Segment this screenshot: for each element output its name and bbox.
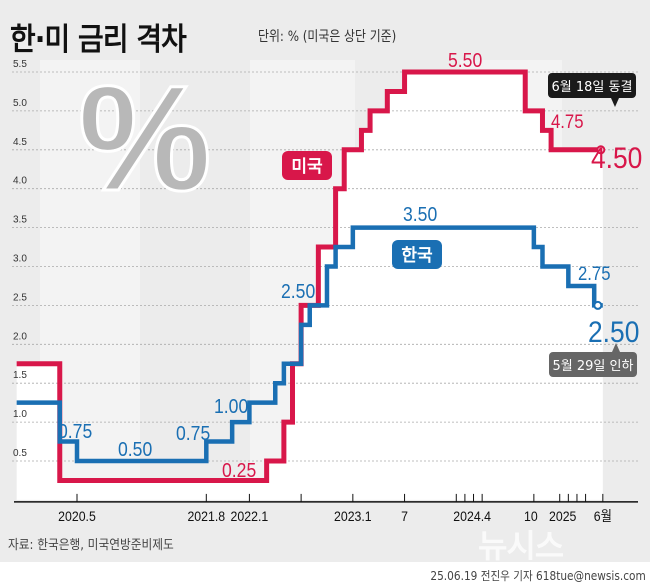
y-tick-label: 1.5 [13, 370, 27, 381]
x-tick-label: 10 [524, 508, 538, 524]
us-annotation-text: 6월 18일 동결 [552, 80, 633, 95]
y-tick-label: 5.0 [13, 98, 27, 109]
y-tick-label: 3.5 [13, 215, 27, 226]
unit-note: 단위: % (미국은 상단 기준) [258, 29, 397, 45]
x-tick-label: 2021.8 [187, 508, 225, 524]
kr-label-0.50: 0.50 [118, 438, 152, 460]
x-tick-label: 2022.1 [231, 508, 269, 524]
source-note: 자료: 한국은행, 미국연방준비제도 [8, 538, 174, 553]
us-tag-label: 미국 [291, 157, 323, 177]
x-tick-label: 2023.1 [334, 508, 372, 524]
korea-end-marker [593, 300, 603, 310]
y-tick-label: 1.0 [13, 409, 27, 420]
us-label-4.50: 4.50 [591, 140, 642, 174]
kr-annotation-box [549, 352, 637, 377]
kr-label-1.00: 1.00 [214, 395, 248, 417]
kr-annotation-pointer [612, 343, 620, 352]
chart-title: 한·미 금리 격차 [10, 22, 187, 58]
y-tick-label: 5.5 [13, 59, 27, 70]
y-tick-label: 3.0 [13, 254, 27, 265]
y-tick-label: 4.0 [13, 176, 27, 187]
us-label-0.25: 0.25 [222, 459, 256, 481]
korea-tag-label: 한국 [401, 246, 433, 266]
percent-icon: % [78, 54, 211, 222]
us-label-4.75: 4.75 [551, 111, 584, 132]
us-label-5.50: 5.50 [448, 49, 482, 71]
kr-label-3.50: 3.50 [403, 203, 437, 225]
y-tick-label: 2.0 [13, 331, 27, 342]
x-tick-label: 2024.4 [453, 508, 491, 524]
kr-label-2.75: 2.75 [578, 263, 611, 284]
y-tick-label: 0.5 [13, 448, 27, 459]
us-rate-line [16, 69, 603, 483]
x-tick-label: 2025 [549, 508, 576, 524]
korea-tag [392, 240, 442, 269]
korea-rate-line [16, 225, 603, 464]
credit-line: 25.06.19 전진우 기자 618tue@newsis.com [430, 569, 646, 583]
newsis-logo: 뉴시스 [478, 530, 564, 562]
x-tick-label: 6월 [594, 508, 612, 524]
kr-label-2.50: 2.50 [281, 280, 315, 302]
chart: 0.5 1.0 1.5 2.0 2.5 3.0 3.5 4.0 4.5 5.0 5.5 % 2020.5… [12, 49, 642, 524]
kr-label-0.75: 0.75 [58, 420, 92, 442]
us-annotation-box [548, 73, 636, 98]
kr-annotation-text: 5월 29일 인하 [553, 359, 634, 374]
kr-label-2.50-end: 2.50 [588, 314, 639, 348]
us-area-fill [16, 72, 603, 500]
x-tick-label: 2020.5 [58, 508, 96, 524]
kr-label-0.75b: 0.75 [176, 422, 210, 444]
y-tick-label: 2.5 [13, 292, 27, 303]
us-tag [282, 151, 332, 180]
us-end-marker [596, 145, 606, 155]
x-tick-label: 7 [401, 508, 408, 524]
y-tick-label: 4.5 [13, 137, 27, 148]
us-annotation-pointer [611, 98, 619, 107]
